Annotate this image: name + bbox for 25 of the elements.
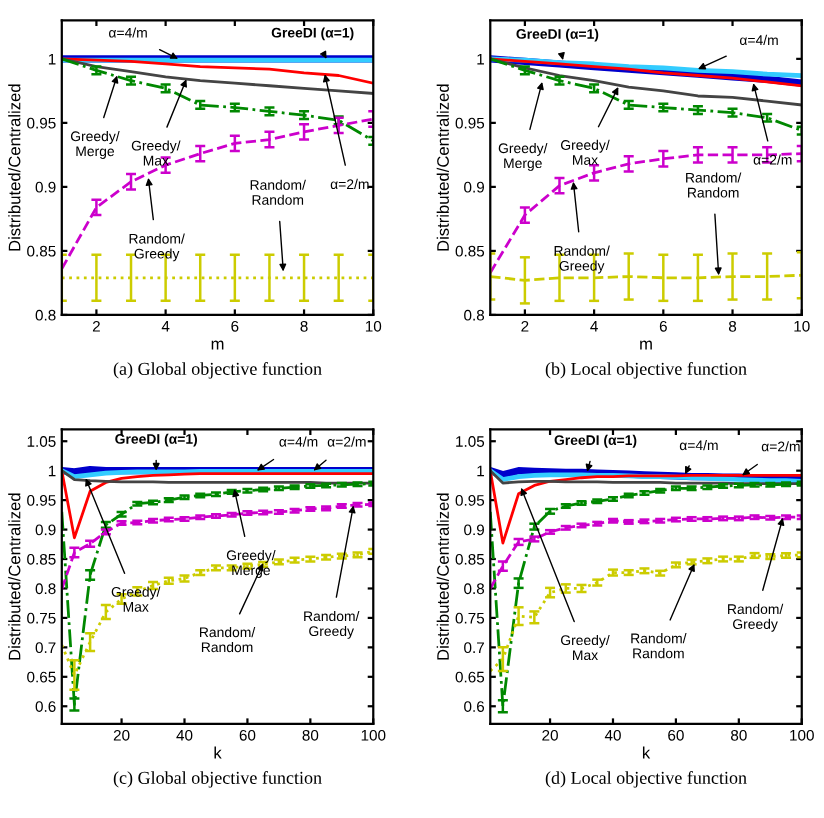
line-series [61, 469, 374, 487]
text: (d) Local objective function [545, 771, 747, 788]
line-series [61, 469, 374, 540]
x-axis-title: k [214, 746, 222, 759]
line-series [490, 553, 802, 673]
x-axis-title: m [640, 340, 652, 350]
line-series [490, 515, 802, 590]
x-axis-title: k [642, 746, 651, 759]
y-axis-title: Distributed/Centralized [8, 493, 21, 660]
line-series [490, 152, 802, 275]
line-series [61, 57, 374, 85]
text: (c) Global objective function [113, 771, 322, 788]
line-series [61, 57, 374, 143]
line-series [490, 469, 802, 545]
line-series [490, 482, 802, 708]
text: (a) Global objective function [113, 362, 322, 379]
line-series [490, 56, 802, 78]
y-axis-title: Distributed/Centralized [436, 84, 449, 251]
line-series [61, 57, 374, 95]
y-axis-title: Distributed/Centralized [436, 493, 449, 660]
line-series [490, 57, 802, 132]
x-axis-title: m [211, 340, 224, 350]
y-axis-title: Distributed/Centralized [8, 84, 21, 251]
line-series [61, 117, 374, 271]
text: (b) Local objective function [545, 362, 747, 379]
